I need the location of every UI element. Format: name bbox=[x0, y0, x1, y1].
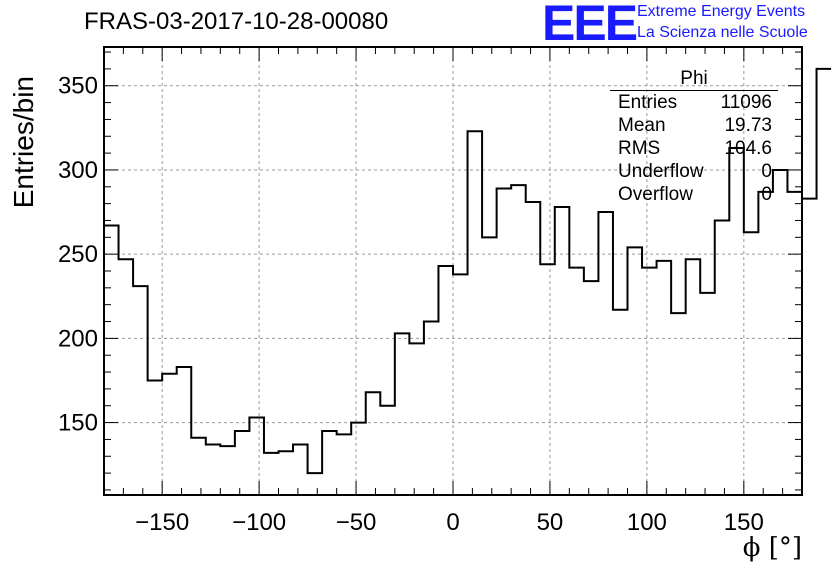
stats-row-underflow: Underflow 0 bbox=[610, 160, 778, 183]
stats-label: Mean bbox=[618, 115, 666, 136]
histogram-bin bbox=[424, 322, 439, 495]
histogram-bin bbox=[337, 434, 352, 495]
histogram-bin bbox=[584, 281, 599, 495]
histogram-bin bbox=[671, 313, 686, 495]
stats-label: Underflow bbox=[618, 161, 704, 182]
histogram-bin bbox=[409, 343, 424, 495]
axis-ticks bbox=[103, 47, 803, 495]
histogram-bin bbox=[773, 170, 788, 495]
stats-value: 0 bbox=[761, 161, 772, 182]
histogram-bin bbox=[526, 202, 541, 495]
histogram-bin bbox=[657, 261, 672, 495]
stats-value: 11096 bbox=[720, 92, 772, 113]
histogram-bin bbox=[162, 374, 177, 495]
stats-label: Entries bbox=[618, 92, 678, 113]
axis-tick-labels: −150 −100 −50 0 50 100 150 150 200 250 300 350 bbox=[58, 73, 764, 536]
histogram-bin bbox=[569, 268, 584, 495]
y-tick-label: 300 bbox=[58, 157, 98, 184]
y-axis-label: Entries/bin bbox=[8, 76, 39, 209]
stats-label: RMS bbox=[618, 138, 661, 159]
histogram-bin bbox=[366, 392, 381, 495]
x-axis-label: ϕ [°] bbox=[742, 533, 802, 563]
histogram-bin bbox=[133, 286, 148, 495]
histogram-bin bbox=[293, 444, 308, 495]
y-tick-label: 250 bbox=[58, 241, 98, 268]
histogram-bin bbox=[744, 232, 759, 495]
histogram-step-line bbox=[104, 67, 832, 475]
stats-value: 19.73 bbox=[724, 115, 772, 136]
y-tick-label: 350 bbox=[58, 73, 98, 100]
histogram-bin bbox=[540, 264, 555, 495]
eee-logo: EEE bbox=[542, 0, 638, 51]
histogram-bin bbox=[497, 188, 512, 495]
histogram-bin bbox=[395, 333, 410, 495]
histogram-bin bbox=[119, 259, 134, 495]
x-tick-label: −50 bbox=[336, 509, 377, 536]
histogram-bin bbox=[453, 274, 468, 495]
histogram-bin bbox=[628, 247, 643, 495]
stats-title: Phi bbox=[610, 68, 778, 91]
histogram-bin bbox=[511, 185, 526, 495]
histogram-bin bbox=[206, 444, 221, 495]
histogram-bin bbox=[468, 131, 483, 495]
histogram-bin bbox=[351, 423, 366, 495]
y-tick-label: 200 bbox=[58, 325, 98, 352]
histogram-bin bbox=[380, 406, 395, 495]
histogram-bin bbox=[700, 293, 715, 495]
histogram-bin bbox=[308, 473, 323, 495]
histogram-bin bbox=[177, 367, 192, 495]
stats-value: 0 bbox=[761, 184, 772, 205]
histogram-bin bbox=[322, 431, 337, 495]
x-tick-label: 150 bbox=[724, 509, 764, 536]
x-tick-label: 100 bbox=[627, 509, 667, 536]
histogram-bin bbox=[148, 380, 163, 495]
histogram-bin bbox=[715, 220, 730, 495]
histogram-bin bbox=[482, 237, 497, 495]
stats-row-entries: Entries 11096 bbox=[610, 91, 778, 114]
stats-box: Phi Entries 11096 Mean 19.73 RMS 104.6 U… bbox=[610, 68, 778, 206]
histogram-bin bbox=[191, 438, 206, 495]
histogram-bin bbox=[642, 268, 657, 495]
x-tick-label: −100 bbox=[232, 509, 286, 536]
histogram-bin bbox=[555, 207, 570, 495]
chart-title: FRAS-03-2017-10-28-00080 bbox=[84, 8, 389, 35]
histogram-bin bbox=[249, 418, 264, 495]
histogram-bin bbox=[264, 453, 279, 495]
x-tick-label: 50 bbox=[537, 509, 564, 536]
histogram-bin bbox=[220, 446, 235, 495]
stats-value: 104.6 bbox=[724, 138, 772, 159]
stats-row-mean: Mean 19.73 bbox=[610, 114, 778, 137]
logo-line-1: Extreme Energy Events bbox=[637, 3, 806, 20]
histogram-bin bbox=[613, 310, 628, 495]
grid-lines bbox=[104, 47, 802, 495]
x-tick-label: 0 bbox=[446, 509, 459, 536]
stats-label: Overflow bbox=[618, 184, 693, 205]
histogram-bin bbox=[279, 451, 294, 495]
histogram-bin bbox=[686, 259, 701, 495]
stats-row-rms: RMS 104.6 bbox=[610, 137, 778, 160]
y-tick-label: 150 bbox=[58, 410, 98, 437]
logo-line-2: La Scienza nelle Scuole bbox=[637, 24, 808, 41]
histogram-bin bbox=[104, 226, 119, 495]
x-tick-label: −150 bbox=[135, 509, 189, 536]
histogram-bin bbox=[758, 192, 773, 495]
histogram-bin bbox=[438, 266, 453, 495]
histogram-bin bbox=[235, 431, 250, 495]
stats-row-overflow: Overflow 0 bbox=[610, 183, 778, 206]
histogram-bin bbox=[802, 199, 817, 495]
histogram-bin bbox=[817, 69, 832, 495]
